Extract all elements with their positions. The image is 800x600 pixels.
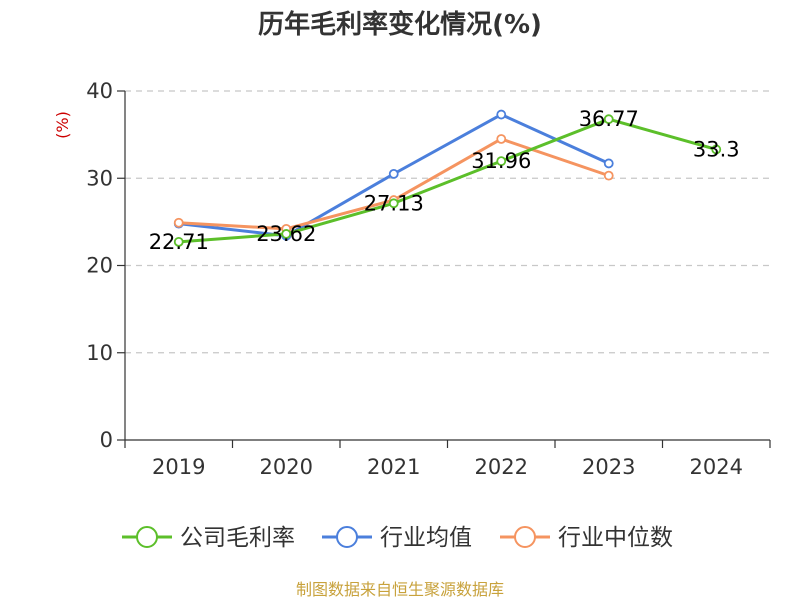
- legend-item[interactable]: 行业均值: [322, 525, 472, 551]
- legend-marker: [136, 526, 158, 548]
- legend: 公司毛利率 行业均值 行业中位数: [122, 525, 673, 551]
- series-lines: [173, 109, 722, 247]
- axes: 0 10 20 30 40 2019 2020 2021 2022 2023 2024: [86, 79, 771, 479]
- data-point: [388, 198, 399, 209]
- legend-label: 公司毛利率: [180, 525, 295, 551]
- data-point: [388, 168, 399, 179]
- legend-marker: [336, 526, 358, 548]
- chart-title: 历年毛利率变化情况(%): [258, 9, 542, 40]
- data-label: 22.71: [149, 230, 209, 254]
- data-point: [281, 229, 292, 239]
- data-point: [496, 109, 507, 120]
- data-point: [603, 158, 614, 169]
- x-tick-label: 2019: [152, 455, 205, 479]
- series-line: [178, 117, 717, 244]
- data-point: [711, 144, 722, 155]
- source-note: 制图数据来自恒生聚源数据库: [296, 580, 504, 599]
- legend-label: 行业均值: [380, 525, 472, 551]
- y-axis-label: (%): [53, 111, 72, 139]
- data-point: [603, 170, 614, 181]
- x-tick-label: 2020: [260, 455, 313, 479]
- y-tick-label: 20: [86, 254, 113, 278]
- y-tick-label: 40: [86, 79, 113, 103]
- data-point: [496, 134, 507, 144]
- data-label: 33.3: [693, 137, 740, 161]
- legend-label: 行业中位数: [558, 525, 673, 551]
- data-labels: 22.71 23.62 27.13 31.96 36.77 33.3: [149, 107, 740, 254]
- data-point: [173, 236, 184, 247]
- data-label: 31.96: [471, 149, 531, 173]
- data-label: 36.77: [579, 107, 639, 131]
- series-line: [178, 137, 610, 231]
- data-point: [603, 114, 614, 125]
- y-tick-label: 0: [100, 428, 113, 452]
- legend-item[interactable]: 行业中位数: [500, 525, 673, 551]
- data-point: [496, 156, 507, 167]
- x-tick-label: 2022: [475, 455, 528, 479]
- data-label: 27.13: [364, 191, 424, 215]
- y-tick-label: 30: [86, 166, 113, 190]
- data-label: 23.62: [256, 222, 316, 246]
- legend-marker: [514, 526, 536, 548]
- legend-item[interactable]: 公司毛利率: [122, 525, 295, 551]
- x-tick-label: 2021: [367, 455, 420, 479]
- y-tick-label: 10: [86, 341, 113, 365]
- x-tick-label: 2024: [690, 455, 743, 479]
- x-tick-label: 2023: [582, 455, 635, 479]
- grid-lines: [125, 90, 770, 354]
- data-point: [173, 217, 184, 228]
